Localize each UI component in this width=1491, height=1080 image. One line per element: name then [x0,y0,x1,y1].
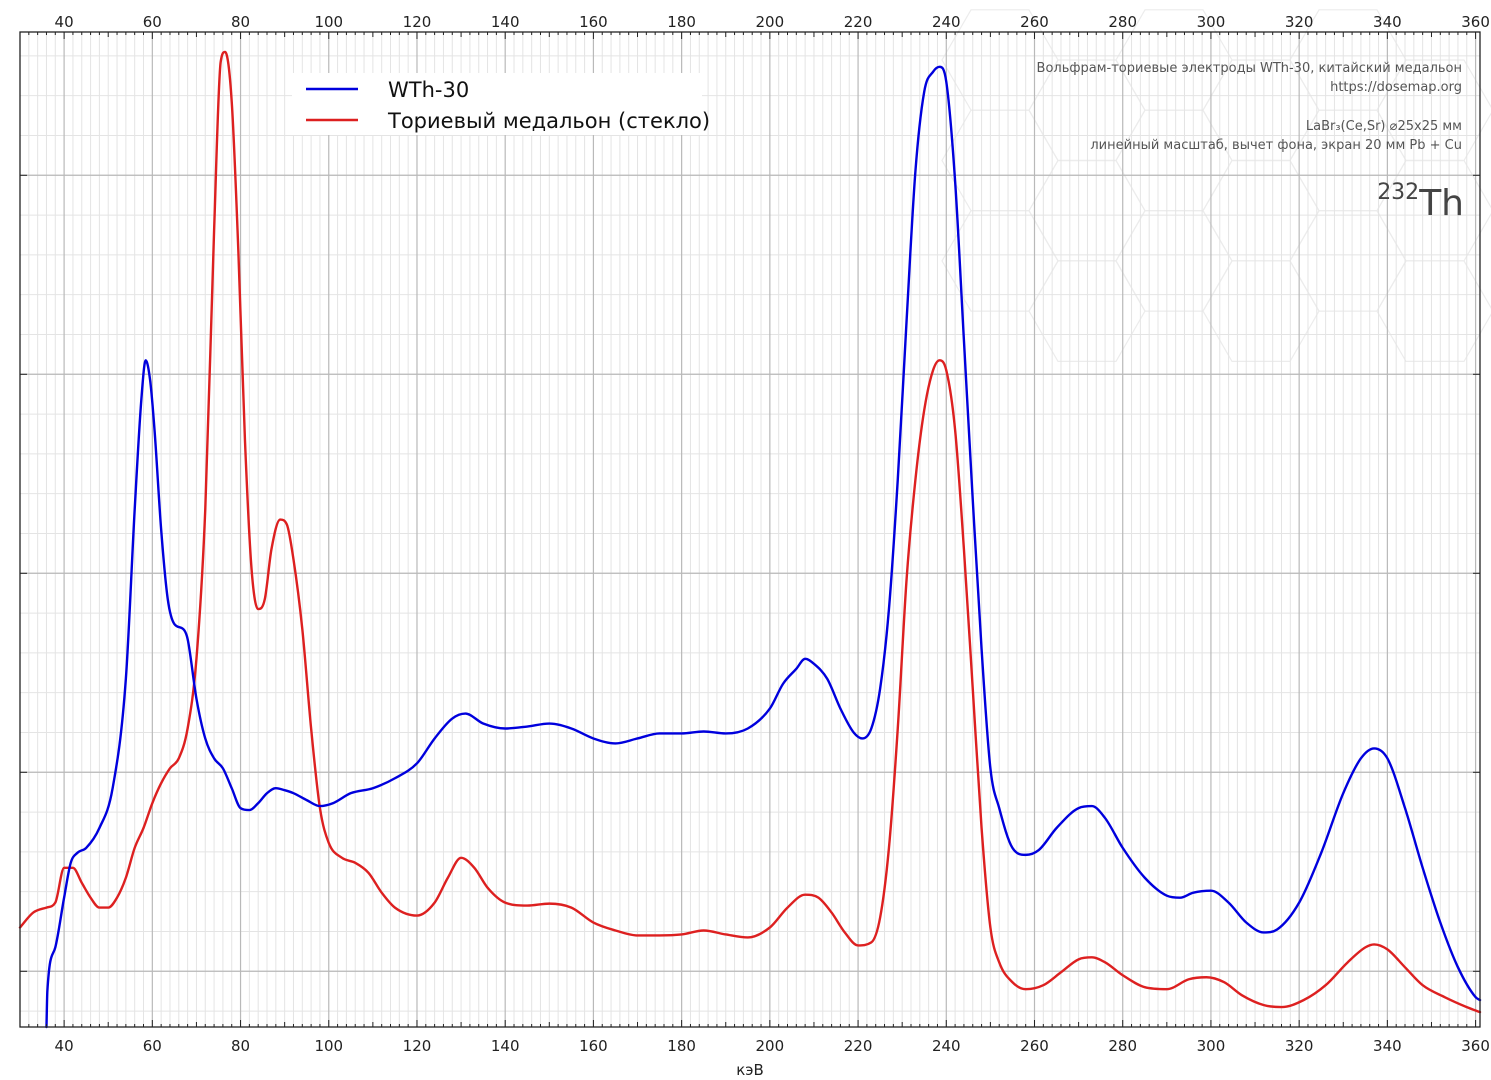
x-tick-label-top: 140 [491,13,520,31]
major-grid [20,32,1480,1027]
x-tick-label-top: 220 [844,13,873,31]
x-tick-label-bottom: 40 [55,1037,74,1055]
x-tick-label-top: 80 [231,13,250,31]
x-tick-label-top: 160 [579,13,608,31]
info-detector: LaBr₃(Ce,Sr) ⌀25x25 мм [1306,119,1462,134]
plot-frame [19,31,1481,1028]
x-tick-label-top: 40 [55,13,74,31]
x-tick-label-bottom: 340 [1373,1037,1402,1055]
x-tick-label-top: 180 [667,13,696,31]
x-tick-label-top: 300 [1197,13,1226,31]
x-tick-labels-top: 40 60 80 100 120 140 160 180 200 220 240 260 280 300 3… [55,13,1490,31]
x-tick-label-bottom: 180 [667,1037,696,1055]
x-tick-label-top: 60 [143,13,162,31]
x-tick-label-top: 260 [1020,13,1049,31]
axis-ticks [19,32,1480,1027]
x-axis-label: кэВ [736,1061,764,1079]
x-tick-label-bottom: 140 [491,1037,520,1055]
isotope-mass: 232 [1377,180,1419,205]
x-tick-label-bottom: 80 [231,1037,250,1055]
series-layer [18,50,1482,1029]
info-block: Вольфрам-ториевые электроды WTh-30, кита… [1037,61,1464,224]
info-title: Вольфрам-ториевые электроды WTh-30, кита… [1037,61,1462,76]
legend-label-medallion: Ториевый медальон (стекло) [387,109,710,133]
legend-background [292,73,702,135]
x-tick-label-top: 320 [1285,13,1314,31]
x-tick-label-bottom: 100 [314,1037,343,1055]
x-tick-label-bottom: 300 [1197,1037,1226,1055]
x-tick-labels-bottom: 40 60 80 100 120 140 160 180 200 220 240 260 280 300 3… [55,1037,1490,1055]
info-url: https://dosemap.org [1330,80,1462,95]
x-tick-label-bottom: 360 [1461,1037,1490,1055]
isotope-symbol: Th [1418,183,1464,224]
x-tick-label-bottom: 200 [756,1037,785,1055]
x-tick-label-bottom: 280 [1108,1037,1137,1055]
x-tick-label-bottom: 160 [579,1037,608,1055]
x-tick-label-bottom: 320 [1285,1037,1314,1055]
x-tick-label-bottom: 260 [1020,1037,1049,1055]
x-tick-label-bottom: 120 [403,1037,432,1055]
x-tick-label-bottom: 60 [143,1037,162,1055]
isotope-label: 232Th [1377,180,1464,224]
series-line-medallion [18,50,1482,1014]
watermark-hexagon [1289,210,1407,312]
info-conditions: линейный масштаб, вычет фона, экран 20 м… [1090,138,1462,153]
x-tick-label-top: 360 [1461,13,1490,31]
x-tick-label-top: 100 [314,13,343,31]
x-tick-label-bottom: 240 [932,1037,961,1055]
watermark-hexagon [1115,210,1233,312]
watermark-hexagon [1376,260,1491,362]
watermark-hexagon [1202,260,1320,362]
x-tick-label-top: 340 [1373,13,1402,31]
legend-label-wth30: WTh-30 [388,78,469,102]
x-tick-label-bottom: 220 [844,1037,873,1055]
watermark-hexagon [1115,109,1233,212]
watermark-hexagon [941,109,1059,212]
x-tick-label-top: 240 [932,13,961,31]
minor-grid [19,32,1480,1027]
series-line-wth30 [45,65,1482,1029]
legend: WTh-30 Ториевый медальон (стекло) [292,73,710,135]
x-tick-label-top: 200 [756,13,785,31]
x-tick-label-top: 280 [1108,13,1137,31]
x-tick-label-top: 120 [403,13,432,31]
